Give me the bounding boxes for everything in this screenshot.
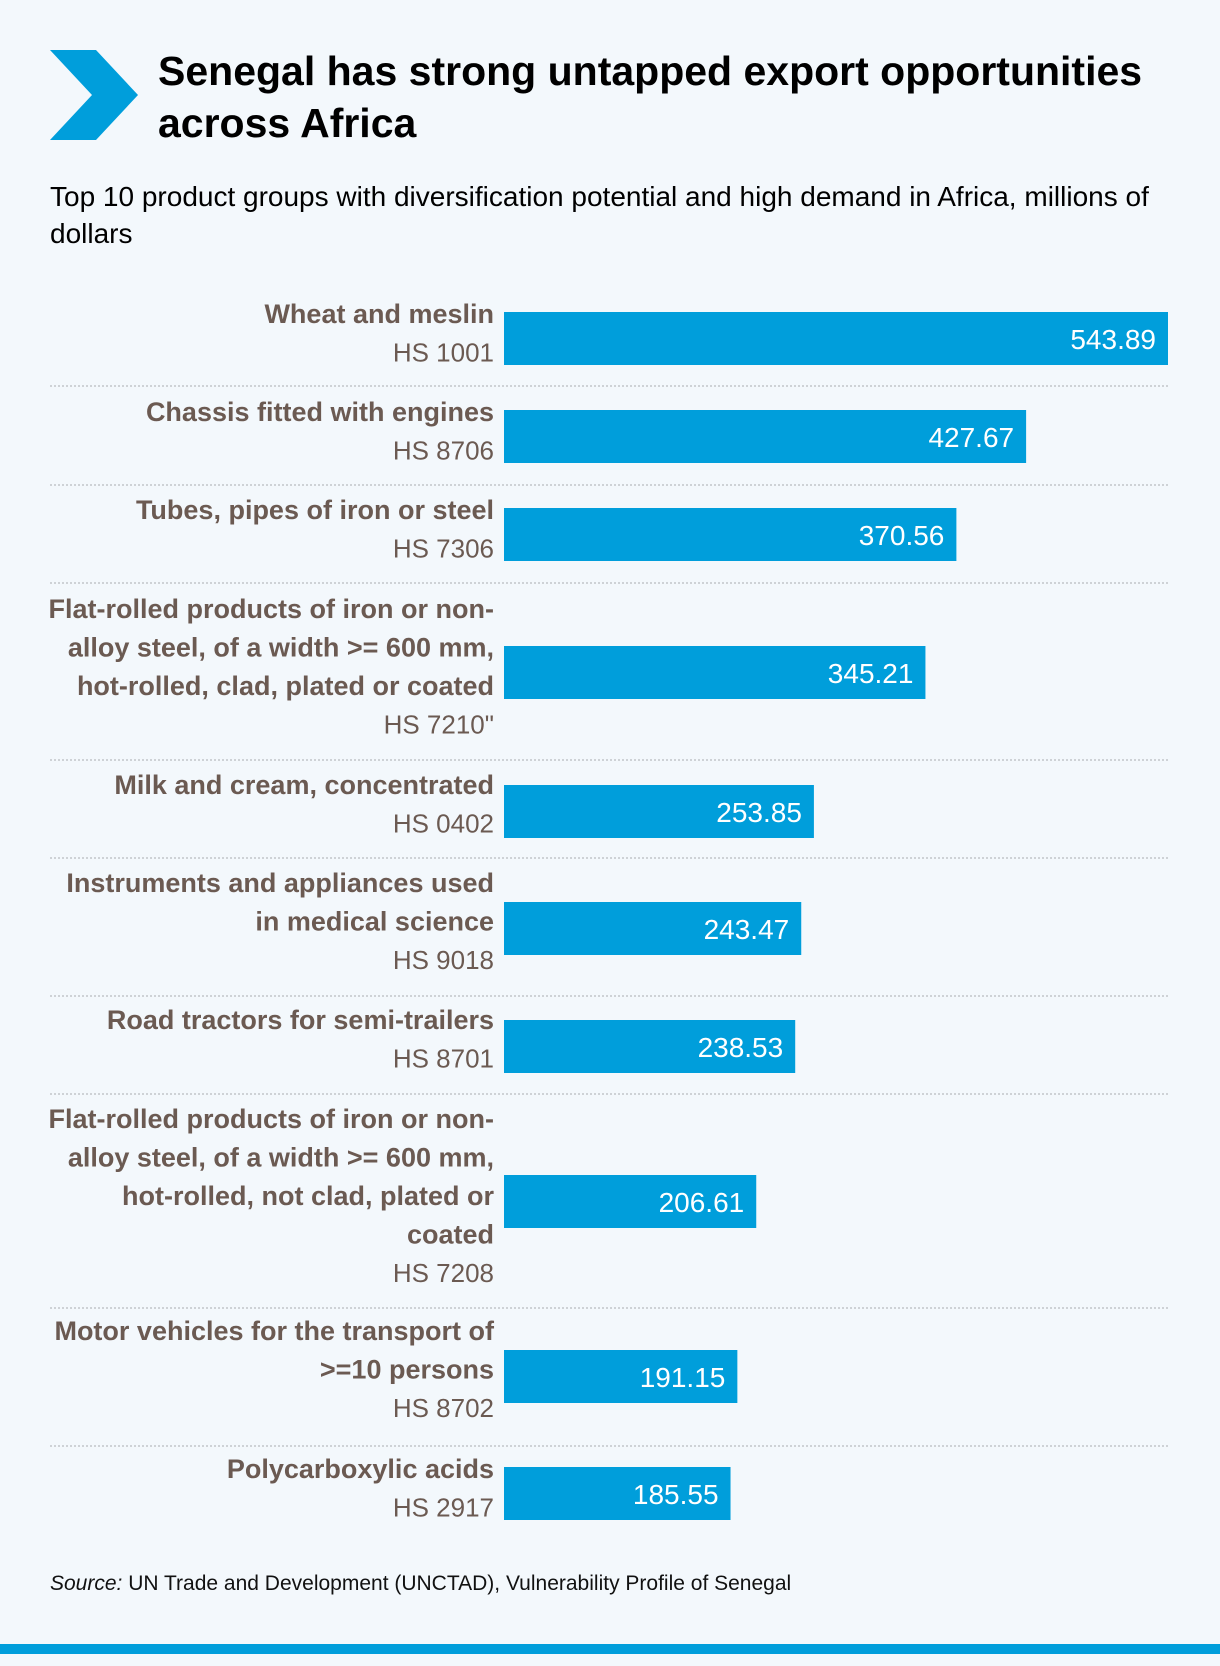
chart-subtitle: Top 10 product groups with diversificati… <box>50 181 1149 249</box>
category-label: Tubes, pipes of iron or steel <box>136 495 494 525</box>
category-label: coated <box>407 1220 494 1250</box>
category-label: hot-rolled, clad, plated or coated <box>77 671 494 701</box>
hs-code-label: HS 0402 <box>393 809 494 839</box>
bar <box>504 1467 731 1520</box>
bar-value-label: 543.89 <box>1070 324 1156 355</box>
category-label: alloy steel, of a width >= 600 mm, <box>68 1143 494 1173</box>
bar-value-label: 185.55 <box>633 1479 719 1510</box>
category-label: hot-rolled, not clad, plated or <box>122 1181 494 1211</box>
category-label: Chassis fitted with engines <box>146 397 494 427</box>
source-note: Source: UN Trade and Development (UNCTAD… <box>50 1572 791 1596</box>
hs-code-label: HS 7208 <box>393 1258 494 1288</box>
bar-value-label: 191.15 <box>640 1362 726 1393</box>
page-title: Senegal has strong untapped export oppor… <box>158 48 1143 146</box>
bar <box>504 1175 757 1228</box>
chevron-icon <box>50 50 138 140</box>
hs-code-label: HS 8706 <box>393 436 494 466</box>
bar-value-label: 253.85 <box>716 797 802 828</box>
bottom-accent-bar <box>0 1644 1220 1654</box>
bar-value-label: 238.53 <box>698 1032 784 1063</box>
bar <box>504 1350 738 1403</box>
hs-code-label: HS 8701 <box>393 1044 494 1074</box>
category-label: in medical science <box>255 907 494 937</box>
hs-code-label: HS 9018 <box>393 945 494 975</box>
bar <box>504 508 957 561</box>
category-label: Wheat and meslin <box>264 299 494 329</box>
bar-value-label: 427.67 <box>928 422 1014 453</box>
bar <box>504 785 814 838</box>
bar <box>504 902 802 955</box>
bar <box>504 312 1168 365</box>
hs-code-label: HS 8702 <box>393 1393 494 1423</box>
category-label: >=10 persons <box>320 1355 494 1385</box>
bar-value-label: 370.56 <box>859 520 945 551</box>
bar <box>504 1020 796 1073</box>
hs-code-label: HS 1001 <box>393 338 494 368</box>
bar-value-label: 345.21 <box>828 658 914 689</box>
bar-value-label: 243.47 <box>704 914 790 945</box>
category-label: Motor vehicles for the transport of <box>54 1316 495 1346</box>
category-label: Road tractors for semi-trailers <box>107 1005 494 1035</box>
category-label: Polycarboxylic acids <box>227 1454 494 1484</box>
category-label: Flat-rolled products of iron or non- <box>49 594 494 624</box>
category-label: Flat-rolled products of iron or non- <box>49 1104 494 1134</box>
category-label: alloy steel, of a width >= 600 mm, <box>68 633 494 663</box>
hs-code-label: HS 2917 <box>393 1493 494 1523</box>
bar <box>504 646 926 699</box>
hs-code-label: HS 7210" <box>384 710 494 740</box>
hs-code-label: HS 7306 <box>393 534 494 564</box>
source-label: Source: <box>50 1572 123 1595</box>
bar-value-label: 206.61 <box>659 1187 745 1218</box>
category-label: Instruments and appliances used <box>66 868 494 898</box>
category-label: Milk and cream, concentrated <box>114 770 494 800</box>
source-text: UN Trade and Development (UNCTAD), Vulne… <box>128 1572 792 1595</box>
bar <box>504 410 1027 463</box>
